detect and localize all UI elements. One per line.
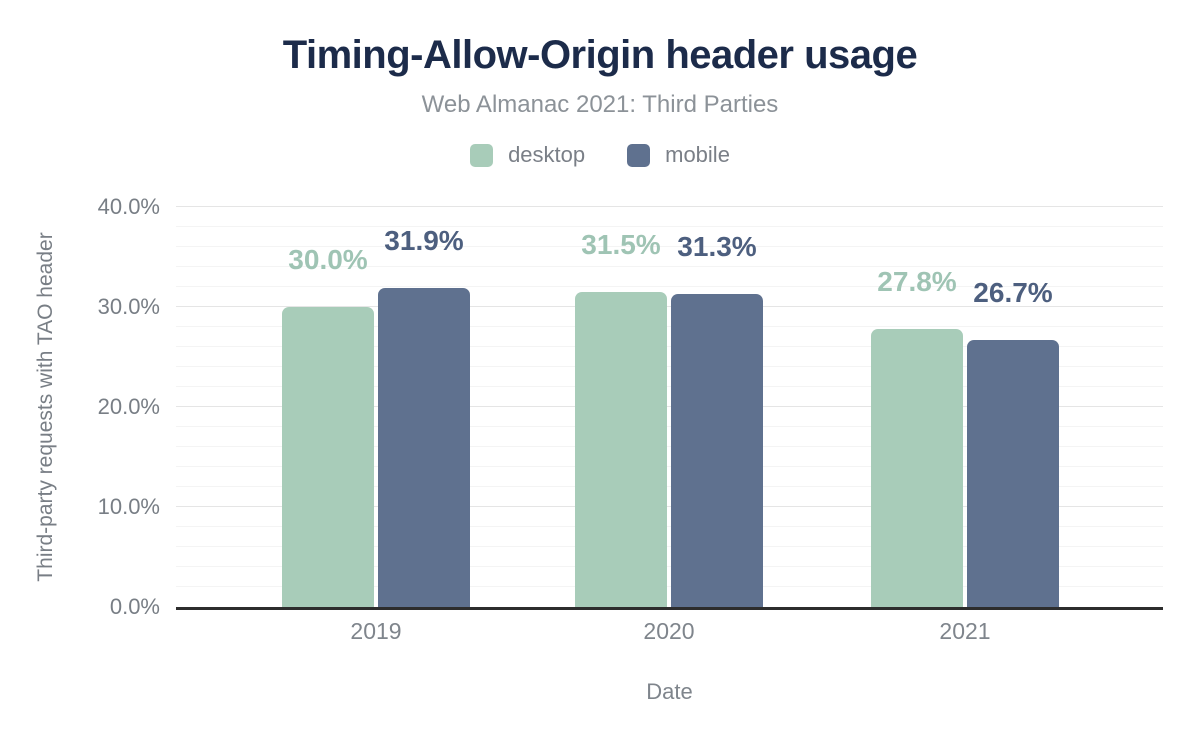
y-tick-label-30: 30.0% <box>97 294 160 319</box>
bar-desktop-2021 <box>871 329 963 607</box>
legend-item-mobile: mobile <box>627 142 730 168</box>
bar-mobile-2021 <box>967 340 1059 607</box>
gridline-minor-14 <box>176 466 1163 467</box>
plot-area: 30.0% 31.5% 27.8% 31.9% 31.3% 26.7% <box>176 206 1163 607</box>
x-tick-label-2021: 2021 <box>939 618 991 644</box>
bar-value-label-desktop-2019: 30.0% <box>288 244 368 275</box>
gridline-minor-38 <box>176 226 1163 227</box>
bar-value-label-mobile-2019: 31.9% <box>384 225 464 256</box>
bar-desktop-2020 <box>575 292 667 607</box>
chart-title: Timing-Allow-Origin header usage <box>282 33 918 77</box>
gridline-major-40 <box>176 206 1163 207</box>
gridline-minor-16 <box>176 446 1163 447</box>
chart-subtitle: Web Almanac 2021: Third Parties <box>421 91 779 118</box>
legend-swatch-desktop-icon <box>470 143 494 167</box>
bar-mobile-2019 <box>378 288 470 607</box>
gridline-minor-4 <box>176 566 1163 567</box>
gridline-minor-26 <box>176 346 1163 347</box>
x-tick-label-2019: 2019 <box>350 618 402 644</box>
legend-label-desktop: desktop <box>508 142 586 167</box>
gridline-minor-32 <box>176 286 1163 287</box>
x-tick-label-2020: 2020 <box>643 618 695 644</box>
x-axis-title: Date <box>646 679 693 704</box>
gridline-major-20 <box>176 406 1163 407</box>
gridline-minor-18 <box>176 426 1163 427</box>
y-tick-label-0: 0.0% <box>109 594 160 619</box>
legend-item-desktop: desktop <box>470 142 585 168</box>
bar-desktop-2019 <box>282 307 374 607</box>
gridline-minor-8 <box>176 526 1163 527</box>
gridline-minor-24 <box>176 366 1163 367</box>
y-tick-label-20: 20.0% <box>97 394 160 419</box>
legend: desktop mobile <box>0 142 1200 168</box>
gridline-minor-6 <box>176 546 1163 547</box>
bar-value-label-mobile-2020: 31.3% <box>677 231 757 262</box>
gridline-minor-28 <box>176 326 1163 327</box>
gridline-major-10 <box>176 506 1163 507</box>
legend-swatch-mobile-icon <box>627 143 651 167</box>
gridline-minor-34 <box>176 266 1163 267</box>
gridline-minor-12 <box>176 486 1163 487</box>
x-axis-line <box>176 607 1163 610</box>
legend-label-mobile: mobile <box>665 142 730 167</box>
bar-value-label-mobile-2021: 26.7% <box>973 277 1053 308</box>
gridline-minor-36 <box>176 246 1163 247</box>
bar-mobile-2020 <box>671 294 763 607</box>
bar-value-label-desktop-2021: 27.8% <box>877 266 957 297</box>
gridline-minor-22 <box>176 386 1163 387</box>
gridline-major-30 <box>176 306 1163 307</box>
y-tick-label-10: 10.0% <box>97 494 160 519</box>
gridline-minor-2 <box>176 586 1163 587</box>
y-tick-label-40: 40.0% <box>97 194 160 219</box>
bar-value-label-desktop-2020: 31.5% <box>581 229 661 260</box>
